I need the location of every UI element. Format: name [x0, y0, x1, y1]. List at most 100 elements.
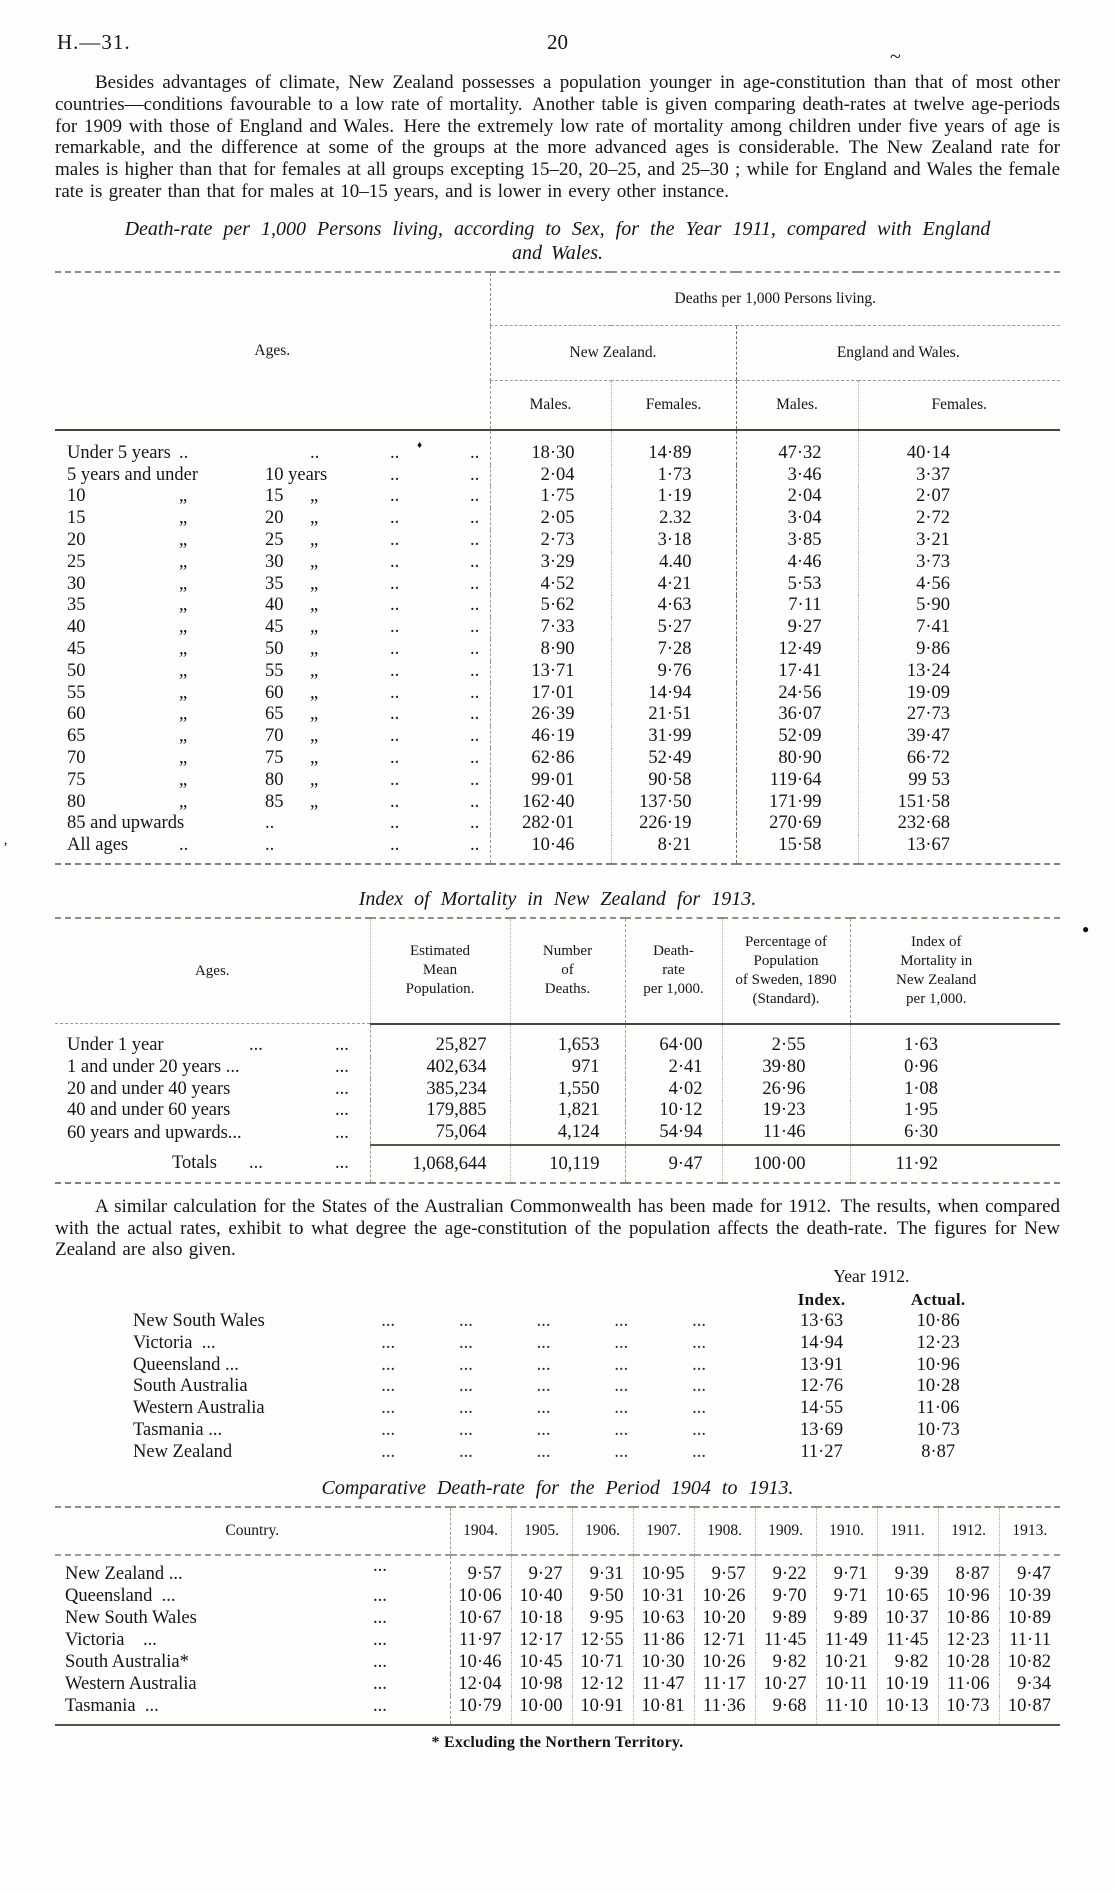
age-label-part: „	[310, 660, 319, 681]
country-name: Victoria ...	[65, 1629, 157, 1650]
age-label-part: ...	[335, 1034, 349, 1055]
value-cell: 11·36	[693, 1695, 755, 1725]
value-cell: 1,821	[509, 1100, 625, 1123]
value-cell: 10·19	[876, 1673, 938, 1696]
aus-index-header: Index.	[797, 1289, 846, 1309]
table-row: 40 and under 60 years... 179,885 1,821 10·1…	[55, 1100, 1060, 1123]
dot-leader: ...	[614, 1376, 629, 1397]
index-value: 14·55	[799, 1398, 844, 1419]
country-name: South Australia*	[65, 1651, 189, 1672]
value-cell: 7·11	[735, 595, 858, 618]
country-name-cell: Victoria ......	[55, 1630, 450, 1652]
age-label-part: ...	[249, 1153, 263, 1174]
year-column-header: 1909.	[754, 1506, 816, 1556]
col-header-nz-males: Males.	[489, 380, 611, 430]
table-row: New Zealand ...... 9·57 9·27 9·31 10·95 9·57 9…	[55, 1554, 1060, 1586]
value-cell: 9·89	[815, 1607, 877, 1630]
t1-sex-header-row: Males. Females. Males. Females.	[55, 380, 1061, 430]
value-cell: 10·87	[998, 1695, 1060, 1725]
aus-year-row: Year 1912.	[133, 1265, 1003, 1288]
table1-title: Death-rate per 1,000 Persons living, acc…	[55, 217, 1060, 265]
value-cell: 282·01	[489, 813, 611, 836]
age-label-part: 60	[265, 682, 284, 703]
ages-column-header: Ages.	[254, 341, 291, 359]
comparative-death-rate-table: Country. 1904. 1905. 1906. 1907. 1908. 1909. 19…	[55, 1505, 1060, 1726]
age-label-part: 50	[67, 660, 86, 681]
age-label-part: ..	[470, 617, 480, 638]
index-of-mortality-table: Ages. Estimated Mean Population. Number …	[55, 916, 1060, 1184]
age-label-part: „	[310, 769, 319, 790]
value-cell: 11·86	[632, 1629, 694, 1652]
dot-leader: ...	[458, 1311, 473, 1332]
aus-colhead-row: Index. Actual.	[133, 1288, 1003, 1311]
age-label-part: „	[310, 726, 319, 747]
value-cell: 12·04	[449, 1673, 511, 1696]
value-cell: 75,064	[369, 1122, 510, 1145]
t2-col-header-ages: Ages.	[55, 917, 370, 1025]
age-label-cell: 5 years and under 10 years....	[55, 465, 490, 487]
dot-leader: ...	[381, 1398, 396, 1419]
table-row: 35 „ 40 „.... 5·62 4·63 7·11 5·90	[55, 595, 1061, 618]
dot-leader: ...	[614, 1398, 629, 1419]
age-label-part: 10	[67, 486, 86, 507]
age-label-part: „	[310, 508, 319, 529]
dot-leader: ...	[381, 1441, 396, 1462]
year-column-header: 1913.	[998, 1506, 1060, 1556]
value-cell: 179,885	[369, 1100, 510, 1123]
value-cell: 66·72	[857, 747, 1061, 770]
value-cell: 12·23	[937, 1629, 999, 1652]
value-cell: 9·89	[754, 1607, 816, 1630]
age-label-part: „	[179, 508, 188, 529]
dot-leader: ...	[381, 1311, 396, 1332]
value-cell: 119·64	[735, 769, 858, 792]
age-label-part: ..	[390, 769, 400, 790]
value-cell: 13·24	[857, 660, 1061, 683]
t2-col-header-index: Index of Mortality in New Zealand per 1,…	[849, 917, 1060, 1025]
value-cell: 1·75	[489, 486, 611, 509]
age-label-part: ..	[179, 835, 189, 856]
dot-leader: ...	[614, 1441, 629, 1462]
value-cell: 26·96	[721, 1078, 850, 1101]
dot-leader: ...	[381, 1420, 396, 1441]
year-column-header: 1907.	[632, 1506, 694, 1556]
age-label-part: ..	[390, 486, 400, 507]
value-cell: 36·07	[735, 704, 858, 727]
age-label-part: 5 years and under	[67, 464, 198, 485]
age-label-cell: 70 „ 75 „....	[55, 748, 490, 770]
age-label-part: „	[179, 791, 188, 812]
age-label-part: 60 years and upwards...	[67, 1122, 242, 1143]
value-cell: 10·39	[998, 1585, 1060, 1608]
age-label-part: ..	[390, 682, 400, 703]
country-column-header: Country.	[55, 1506, 450, 1556]
value-cell: 5·90	[857, 595, 1061, 618]
age-label-part: 15	[67, 508, 86, 529]
intro-paragraph: Besides advantages of climate, New Zeala…	[55, 72, 1060, 202]
value-cell: 12·49	[735, 638, 858, 661]
actual-value: 10·86	[916, 1311, 960, 1332]
value-cell: 1,550	[509, 1078, 625, 1101]
value-cell: 7·28	[610, 638, 736, 661]
value-cell: 4·56	[857, 573, 1061, 596]
value-cell: 270·69	[735, 813, 858, 836]
value-cell: 2·55	[721, 1023, 850, 1057]
value-cell: 4.40	[610, 551, 736, 574]
dot-leader: ...	[458, 1354, 473, 1375]
aus-year-header: Year 1912.	[833, 1265, 910, 1286]
value-cell: 52·09	[735, 726, 858, 748]
value-cell: 3·29	[489, 551, 611, 574]
age-label-part: „	[179, 747, 188, 768]
age-label-part: 55	[67, 682, 86, 703]
dot-leader: ...	[692, 1398, 706, 1419]
dot-leader: ...	[692, 1420, 706, 1441]
value-cell: 27·73	[857, 704, 1061, 727]
value-cell: 9·71	[815, 1554, 877, 1586]
value-cell: 10·27	[754, 1673, 816, 1696]
value-cell: 10·40	[510, 1585, 572, 1608]
australia-states-list: Year 1912. Index. Actual. New South Wale…	[133, 1265, 1003, 1464]
actual-value: 10·73	[916, 1420, 960, 1441]
value-cell: 10·13	[876, 1695, 938, 1725]
value-cell: 12·12	[571, 1673, 633, 1696]
dot-leader: ...	[373, 1585, 387, 1606]
state-name: Victoria ...	[133, 1332, 216, 1353]
table-row: 40 „ 45 „.... 7·33 5·27 9·27 7·41	[55, 617, 1061, 639]
